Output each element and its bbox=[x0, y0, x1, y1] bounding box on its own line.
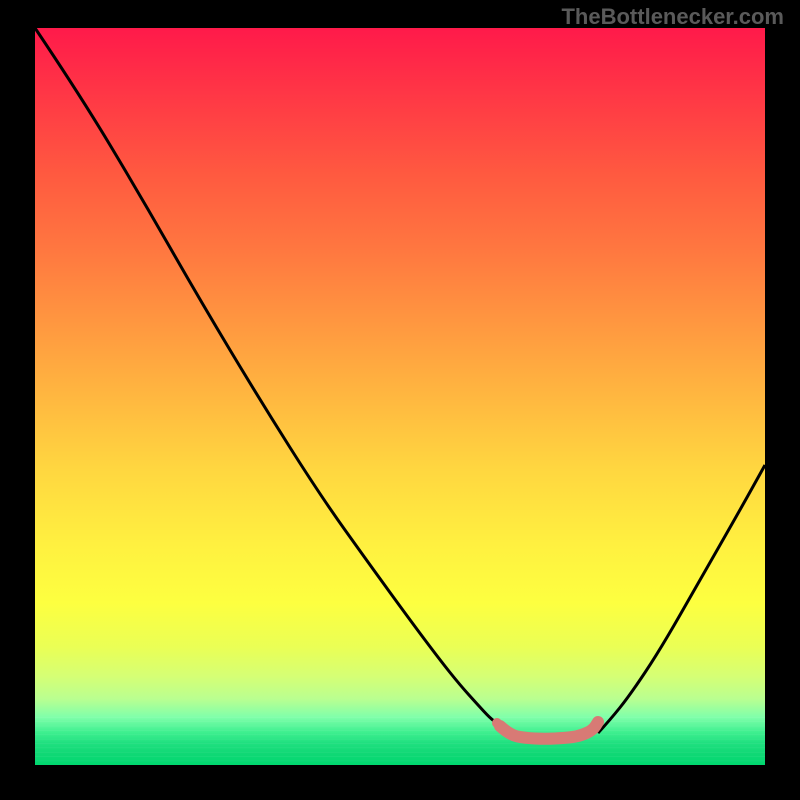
chart-container: TheBottlenecker.com bbox=[0, 0, 800, 800]
bottleneck-chart bbox=[0, 0, 800, 800]
watermark-text: TheBottlenecker.com bbox=[561, 4, 784, 30]
